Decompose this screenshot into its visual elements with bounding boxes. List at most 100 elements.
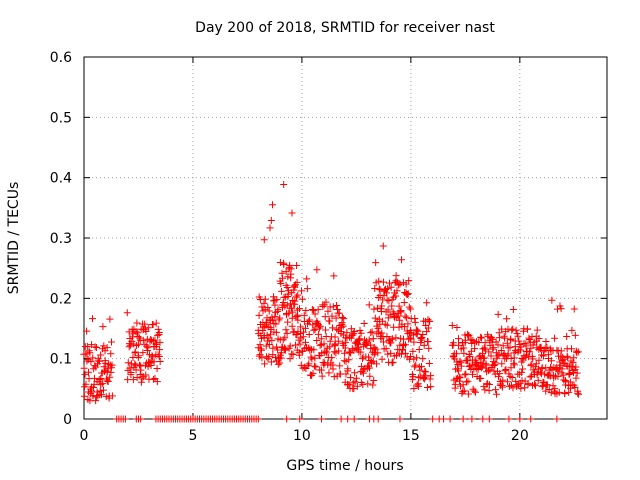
data-point bbox=[389, 335, 397, 343]
data-point bbox=[372, 259, 380, 267]
data-point bbox=[527, 360, 535, 368]
y-tick-label: 0.5 bbox=[50, 110, 72, 126]
data-point bbox=[152, 319, 160, 327]
data-point bbox=[356, 335, 364, 343]
data-point bbox=[302, 338, 310, 346]
y-tick-label: 0.1 bbox=[50, 352, 72, 368]
data-point bbox=[378, 355, 386, 363]
data-point bbox=[273, 296, 281, 304]
data-point bbox=[311, 354, 319, 362]
data-point bbox=[573, 349, 581, 357]
data-point bbox=[393, 287, 401, 295]
data-point bbox=[563, 352, 571, 360]
data-point bbox=[137, 378, 145, 386]
data-point bbox=[358, 355, 366, 363]
data-point bbox=[468, 340, 476, 348]
data-point bbox=[274, 360, 282, 368]
data-point bbox=[399, 345, 407, 353]
data-point bbox=[82, 380, 90, 388]
data-point bbox=[477, 375, 485, 383]
data-point bbox=[387, 335, 395, 343]
data-point bbox=[485, 380, 493, 388]
data-point bbox=[397, 350, 405, 358]
data-point bbox=[293, 278, 301, 286]
data-point bbox=[475, 338, 483, 346]
data-point bbox=[103, 344, 111, 352]
data-point bbox=[142, 328, 150, 335]
data-point bbox=[133, 319, 141, 327]
data-point bbox=[311, 310, 319, 318]
data-point bbox=[288, 209, 296, 217]
x-axis-label: GPS time / hours bbox=[286, 458, 403, 474]
data-point bbox=[527, 415, 535, 423]
data-point bbox=[462, 370, 470, 378]
data-point bbox=[296, 323, 304, 331]
data-point bbox=[506, 336, 514, 344]
data-point bbox=[510, 354, 518, 362]
data-point bbox=[311, 325, 319, 333]
data-point bbox=[89, 354, 97, 362]
data-point bbox=[557, 305, 565, 313]
data-point bbox=[352, 374, 360, 382]
data-point bbox=[306, 316, 314, 324]
data-point bbox=[394, 312, 402, 320]
data-point bbox=[346, 374, 354, 382]
data-point bbox=[96, 387, 104, 395]
data-point bbox=[561, 389, 569, 397]
data-point bbox=[547, 357, 555, 365]
data-point bbox=[460, 387, 468, 395]
data-point bbox=[154, 325, 162, 333]
data-point bbox=[83, 327, 91, 335]
data-point bbox=[274, 346, 282, 354]
data-point bbox=[366, 372, 374, 380]
data-point bbox=[288, 350, 296, 358]
data-point bbox=[106, 315, 114, 323]
data-point bbox=[510, 361, 518, 369]
data-point bbox=[335, 309, 343, 317]
data-point bbox=[107, 338, 115, 346]
data-point bbox=[380, 278, 388, 286]
data-point bbox=[281, 345, 289, 353]
data-point bbox=[526, 373, 534, 381]
data-point bbox=[497, 346, 505, 354]
data-point bbox=[305, 360, 313, 368]
data-point bbox=[369, 357, 377, 365]
data-point bbox=[90, 384, 98, 392]
data-point bbox=[283, 283, 291, 291]
data-point bbox=[504, 350, 512, 358]
data-point bbox=[296, 415, 304, 423]
data-point bbox=[565, 371, 573, 379]
data-point bbox=[262, 342, 270, 350]
data-point bbox=[92, 344, 100, 352]
data-point bbox=[535, 356, 543, 364]
data-point bbox=[92, 363, 100, 371]
data-point bbox=[278, 287, 286, 295]
data-point bbox=[294, 316, 302, 324]
data-point bbox=[367, 329, 375, 337]
data-point bbox=[333, 325, 341, 333]
data-point bbox=[280, 260, 288, 268]
y-tick-label: 0.3 bbox=[50, 231, 72, 247]
data-point bbox=[155, 353, 163, 361]
data-point bbox=[472, 388, 480, 396]
data-point bbox=[465, 331, 473, 339]
data-point bbox=[370, 350, 378, 358]
data-point bbox=[401, 312, 409, 320]
data-point bbox=[293, 331, 301, 339]
data-point bbox=[344, 415, 352, 423]
data-point bbox=[384, 350, 392, 358]
data-point bbox=[425, 360, 433, 368]
data-point bbox=[80, 392, 88, 400]
data-point bbox=[480, 354, 488, 362]
data-point bbox=[268, 313, 276, 321]
data-point bbox=[429, 415, 437, 423]
data-point bbox=[401, 341, 409, 349]
data-point bbox=[285, 309, 293, 317]
data-point bbox=[335, 347, 343, 355]
data-point bbox=[446, 415, 454, 423]
data-point bbox=[349, 379, 357, 387]
data-point bbox=[382, 345, 390, 353]
data-point bbox=[538, 382, 546, 390]
data-point bbox=[369, 335, 377, 343]
data-point bbox=[126, 341, 134, 349]
